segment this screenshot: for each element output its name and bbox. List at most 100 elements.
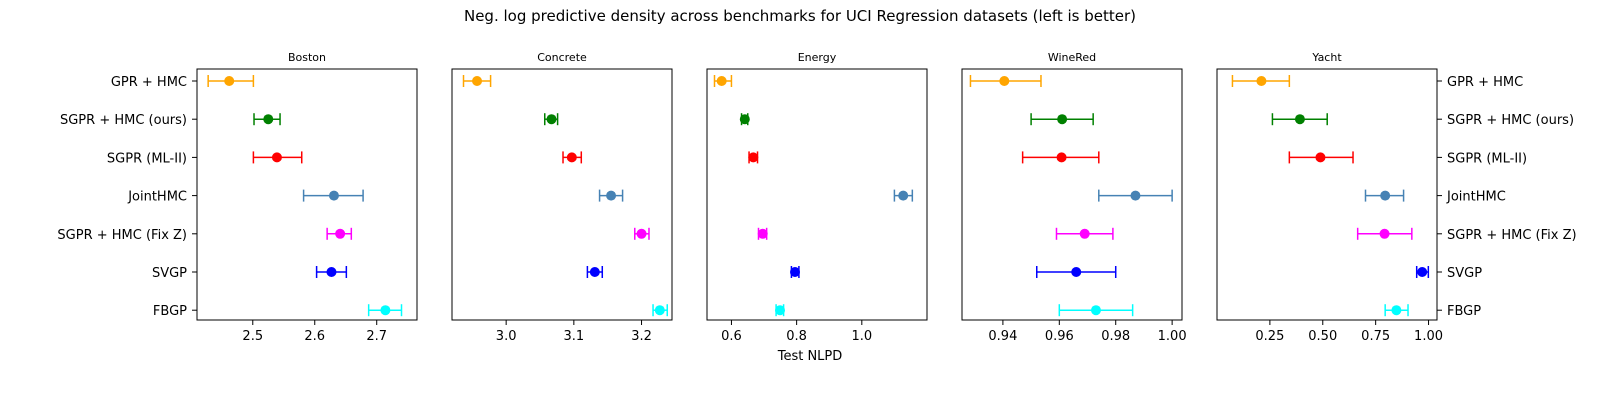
x-tick-label: 2.5 — [242, 329, 263, 344]
mean-marker — [757, 228, 768, 239]
errorbar-sgpr-ml-ii — [252, 151, 303, 164]
method-label-left: SGPR (ML-II) — [107, 151, 187, 166]
errorbar-gpr-hmc — [462, 75, 492, 87]
mean-marker — [1315, 152, 1326, 163]
mean-marker — [1417, 267, 1428, 277]
errorbar-jointhmc — [302, 189, 364, 202]
errorbar-sgpr-hmc-ours — [1271, 113, 1328, 126]
mean-marker — [224, 76, 235, 86]
errorbar-sgpr-ml-ii — [1021, 151, 1100, 164]
panel-title: Yacht — [1311, 51, 1342, 64]
method-label-right: FBGP — [1447, 304, 1481, 319]
x-tick-label: 0.6 — [721, 329, 742, 344]
mean-marker — [1079, 228, 1090, 239]
x-axis-label: Test NLPD — [777, 349, 843, 364]
errorbar-sgpr-hmc-fix-z — [326, 227, 353, 240]
errorbar-sgpr-hmc-ours — [1030, 113, 1094, 126]
errorbar-sgpr-hmc-fix-z — [1055, 227, 1114, 240]
errorbar-svgp — [790, 266, 800, 278]
x-tick-label: 0.50 — [1308, 329, 1337, 344]
method-label-left: FBGP — [153, 304, 187, 319]
method-label-left: SGPR + HMC (ours) — [60, 113, 187, 128]
x-tick-label: 0.8 — [786, 329, 807, 344]
x-tick-label: 3.1 — [564, 329, 585, 344]
panel-boston: Boston 2.5 2.6 2.7 GPR + HMC SGPR + HMC (ours… — [57, 51, 418, 344]
errorbar-svgp — [586, 266, 604, 278]
errorbar-sgpr-hmc-ours — [543, 113, 559, 126]
x-tick-label: 0.96 — [1045, 329, 1074, 344]
mean-marker — [1056, 152, 1067, 163]
panel-frame — [451, 68, 673, 321]
errorbar-gpr-hmc — [969, 75, 1042, 87]
x-tick-label: 2.6 — [304, 329, 325, 344]
errorbar-sgpr-hmc-fix-z — [1356, 227, 1413, 240]
errorbar-sgpr-ml-ii — [562, 151, 583, 164]
errorbar-fbgp — [367, 304, 403, 317]
errorbar-svgp — [1415, 266, 1430, 278]
errorbar-fbgp — [775, 304, 786, 317]
mean-marker — [790, 267, 800, 277]
panels-group: Boston 2.5 2.6 2.7 GPR + HMC SGPR + HMC (ours… — [57, 51, 1576, 344]
mean-marker — [1391, 305, 1402, 316]
errorbar-sgpr-hmc-fix-z — [634, 227, 650, 240]
method-label-right: GPR + HMC — [1447, 75, 1523, 90]
errorbar-gpr-hmc — [713, 75, 733, 87]
method-label-left: SVGP — [152, 266, 187, 281]
mean-marker — [775, 305, 786, 316]
panel-frame — [1216, 68, 1438, 321]
errorbar-jointhmc — [893, 189, 914, 202]
x-tick-label: 0.25 — [1255, 329, 1284, 344]
panel-concrete: Concrete 3.0 3.1 3.2 — [451, 51, 673, 344]
mean-marker — [748, 152, 759, 163]
errorbar-jointhmc — [1364, 189, 1405, 202]
errorbar-fbgp — [1058, 304, 1134, 317]
x-tick-label: 0.98 — [1101, 329, 1130, 344]
errorbar-fbgp — [652, 304, 669, 317]
mean-marker — [606, 190, 617, 201]
x-tick-label: 1.00 — [1414, 329, 1443, 344]
x-tick-label: 3.0 — [496, 329, 517, 344]
mean-marker — [271, 152, 282, 163]
mean-marker — [326, 267, 337, 277]
mean-marker — [566, 152, 577, 163]
mean-marker — [1256, 76, 1267, 86]
mean-marker — [1071, 267, 1082, 277]
method-label-right: SGPR + HMC (Fix Z) — [1447, 228, 1577, 243]
x-tick-label: 0.75 — [1361, 329, 1390, 344]
panel-yacht: Yacht 0.25 0.50 0.75 1.00 GPR + HMC SGPR + HMC… — [1216, 51, 1577, 344]
mean-marker — [1380, 190, 1391, 201]
errorbar-sgpr-ml-ii — [1288, 151, 1354, 164]
mean-marker — [1090, 305, 1101, 316]
mean-marker — [999, 76, 1010, 86]
mean-marker — [716, 76, 727, 86]
figure-suptitle: Neg. log predictive density across bench… — [464, 7, 1136, 25]
mean-marker — [328, 190, 339, 201]
mean-marker — [739, 114, 750, 125]
mean-marker — [1057, 114, 1068, 125]
method-label-right: SGPR (ML-II) — [1447, 151, 1527, 166]
mean-marker — [546, 114, 557, 125]
panel-title: Concrete — [537, 51, 587, 64]
x-tick-label: 3.2 — [631, 329, 652, 344]
errorbar-sgpr-hmc-ours — [739, 113, 750, 126]
panel-frame — [961, 68, 1183, 321]
errorbar-svgp — [1035, 266, 1117, 278]
panel-frame — [706, 68, 928, 321]
mean-marker — [335, 228, 346, 239]
method-label-left: JointHMC — [127, 190, 187, 205]
x-tick-label: 1.00 — [1158, 329, 1187, 344]
method-label-right: JointHMC — [1446, 190, 1506, 205]
panel-energy: Energy 0.6 0.8 1.0 — [706, 51, 928, 344]
errorbar-sgpr-hmc-fix-z — [757, 227, 768, 240]
method-label-left: SGPR + HMC (Fix Z) — [57, 228, 187, 243]
panel-frame — [196, 68, 418, 321]
mean-marker — [636, 228, 647, 239]
mean-marker — [1294, 114, 1305, 125]
mean-marker — [380, 305, 391, 316]
mean-marker — [589, 267, 600, 277]
method-label-right: SVGP — [1447, 266, 1482, 281]
method-label-right: SGPR + HMC (ours) — [1447, 113, 1574, 128]
x-tick-label: 2.7 — [366, 329, 387, 344]
mean-marker — [1130, 190, 1141, 201]
